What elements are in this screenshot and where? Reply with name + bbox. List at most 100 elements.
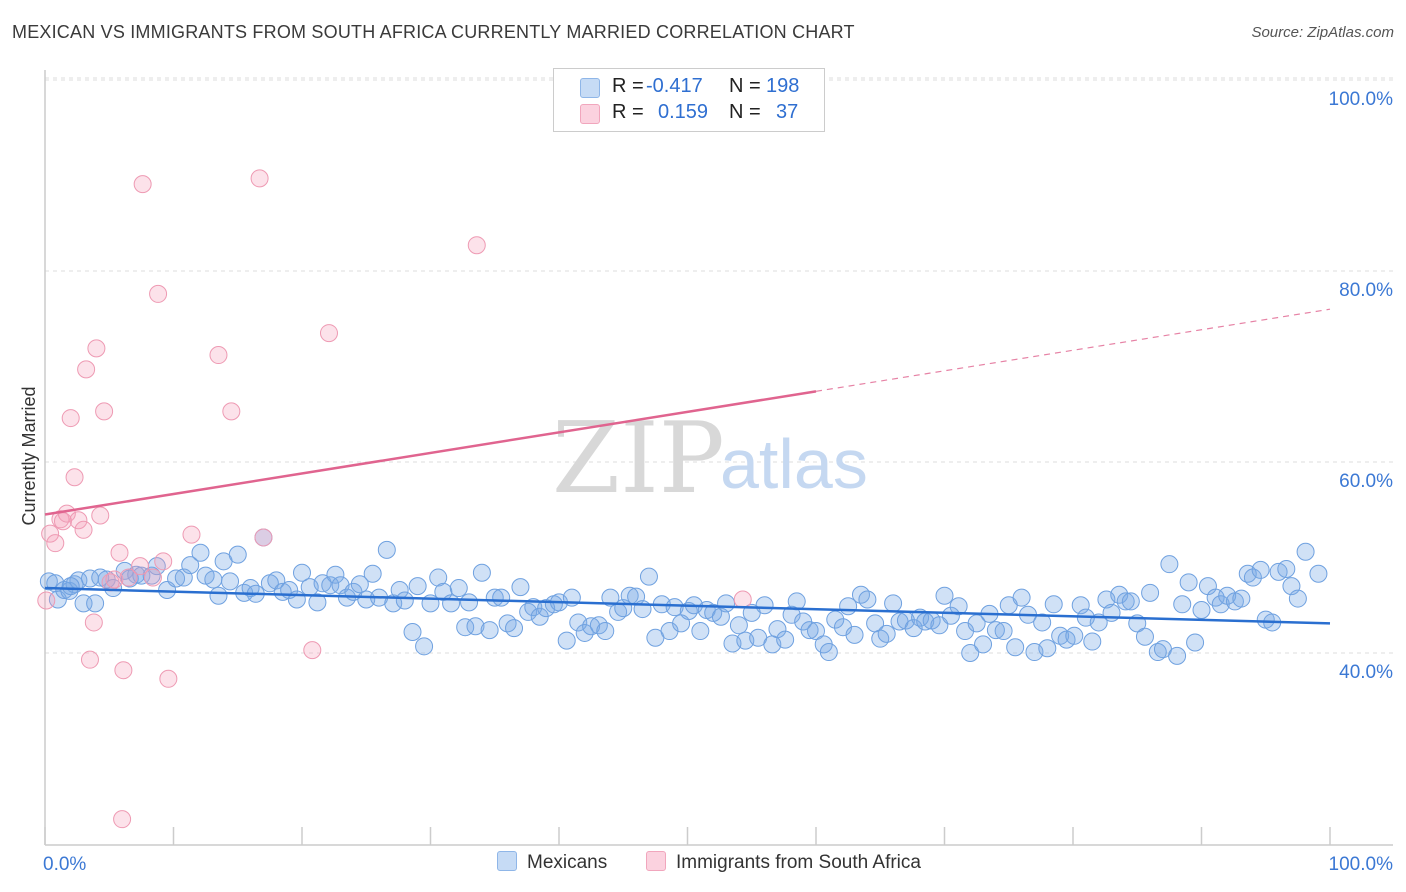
south-africa-point <box>209 346 228 365</box>
mexicans-point <box>974 635 993 654</box>
mexicans-point <box>326 565 345 584</box>
south-africa-point <box>84 613 103 632</box>
mexicans-point <box>1038 639 1057 658</box>
mexicans-point <box>1102 603 1121 622</box>
mexicans-point <box>1148 643 1167 662</box>
mexicans-point <box>1232 589 1251 608</box>
watermark-atlas: atlas <box>720 425 868 503</box>
mexicans-point <box>524 598 543 617</box>
mexicans-point <box>1121 592 1140 611</box>
y-tick-label: 60.0% <box>1339 471 1393 492</box>
mexicans-point <box>241 579 260 598</box>
legend-r-value: 0.159 <box>658 101 709 123</box>
mexicans-point <box>221 572 240 591</box>
mexicans-point <box>1116 592 1135 611</box>
chart-title: MEXICAN VS IMMIGRANTS FROM SOUTH AFRICA … <box>12 22 855 42</box>
mexicans-point <box>377 540 396 559</box>
mexicans-point <box>191 543 210 562</box>
mexicans-point <box>1135 627 1154 646</box>
mexicans-point <box>1192 601 1211 620</box>
mexicans-point <box>1277 559 1296 578</box>
mexicans-point <box>287 590 306 609</box>
scatter-points <box>37 169 1328 829</box>
watermark: ZIP atlas <box>552 402 868 516</box>
south-africa-point <box>80 650 99 669</box>
legend-n-label: N = <box>729 75 761 97</box>
mexicans-point <box>575 623 594 642</box>
mexicans-point <box>350 575 369 594</box>
mexicans-point <box>930 616 949 635</box>
mexicans-point <box>755 596 774 615</box>
mexicans-point <box>485 588 504 607</box>
mexicans-point <box>395 591 414 610</box>
south-africa-point <box>114 661 133 680</box>
mexicans-point <box>167 569 186 588</box>
legend-r-label: R = <box>612 75 644 97</box>
south-africa-point <box>133 175 152 194</box>
legend-row-mexicans: R = -0.417 N = 198 <box>554 75 824 101</box>
south-africa-point <box>91 506 110 525</box>
mexicans-point <box>39 572 58 591</box>
south-africa-point <box>77 360 96 379</box>
mexicans-point <box>492 588 511 607</box>
mexicans-point <box>1083 632 1102 651</box>
mexicans-point <box>826 610 845 629</box>
south-africa-point <box>159 669 178 688</box>
south-africa-point <box>87 339 106 358</box>
south-africa-point <box>250 169 269 188</box>
south-africa-point <box>65 468 84 487</box>
mexicans-point <box>884 594 903 613</box>
south-africa-point <box>37 591 56 610</box>
south-africa-point <box>154 552 173 571</box>
south-africa-point <box>733 590 752 609</box>
legend-box: R = -0.417 N = 198 R = 0.159 N = 37 <box>553 68 825 132</box>
x-tick-label-max: 100.0% <box>1329 854 1394 875</box>
y-tick-label: 100.0% <box>1329 89 1394 110</box>
mexicans-point <box>941 606 960 625</box>
mexicans-point <box>466 617 485 636</box>
mexicans-point <box>1160 555 1179 574</box>
axes <box>44 70 1393 846</box>
mexicans-point <box>935 586 954 605</box>
mexicans-point <box>1309 564 1328 583</box>
mexicans-point <box>456 618 475 637</box>
mexicans-point <box>91 568 110 587</box>
mexicans-point <box>321 576 340 595</box>
mexicans-point <box>511 578 530 597</box>
axis-labels: Currently Married 0.0% 100.0% 40.0% 60.0%… <box>19 89 1393 875</box>
mexicans-point <box>1033 613 1052 632</box>
mexicans-point <box>986 621 1005 640</box>
mexicans-point <box>596 622 615 641</box>
mexicans-point <box>293 563 311 582</box>
mexicans-point <box>403 622 422 641</box>
mexicans-point <box>904 619 923 638</box>
south-africa-point <box>95 402 114 421</box>
bottom-legend-mexicans: Mexicans <box>497 851 607 874</box>
grid-lines <box>45 77 1393 654</box>
x-tick-label-min: 0.0% <box>43 854 86 875</box>
south-africa-trend-line <box>44 390 817 516</box>
mexicans-point <box>228 545 247 564</box>
legend-row-south-africa: R = 0.159 N = 37 <box>554 101 824 127</box>
legend-r-value: -0.417 <box>646 75 703 97</box>
mexicans-point <box>519 602 538 621</box>
mexicans-point <box>961 644 980 662</box>
mexicans-point <box>449 579 468 598</box>
south-africa-point <box>61 409 80 428</box>
mexicans-trend-line <box>44 586 1331 625</box>
mexicans-point <box>851 585 870 604</box>
mexicans-point <box>711 607 730 626</box>
mexicans-point <box>363 564 382 583</box>
mexicans-point <box>308 593 327 612</box>
south-africa-point <box>113 810 132 829</box>
south-africa-point <box>254 528 273 547</box>
mexicans-point <box>498 614 517 633</box>
mexicans-point <box>442 594 461 613</box>
watermark-zip: ZIP <box>552 402 725 516</box>
mexicans-point <box>807 622 825 641</box>
south-africa-point <box>319 324 338 343</box>
south-africa-point <box>131 557 150 576</box>
mexicans-point <box>819 643 838 662</box>
mexicans-point <box>845 625 864 644</box>
south-africa-point <box>74 520 93 539</box>
